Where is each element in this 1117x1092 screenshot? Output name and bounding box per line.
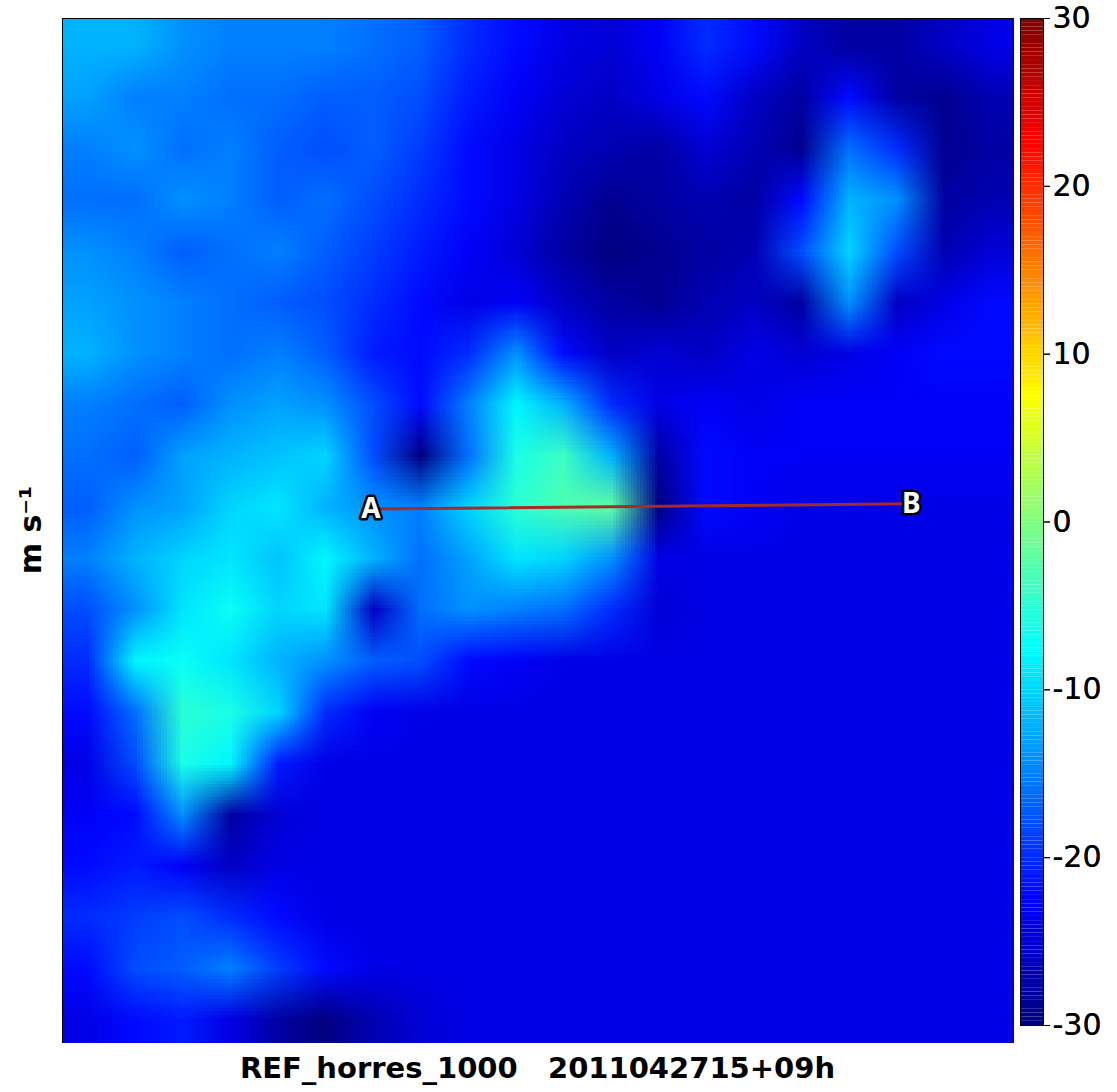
svg-text:A: A (361, 488, 381, 526)
svg-text:-30: -30 (1053, 1007, 1102, 1042)
svg-text:10: 10 (1053, 336, 1091, 371)
svg-text:-20: -20 (1053, 839, 1102, 874)
svg-text:20: 20 (1053, 168, 1091, 203)
svg-text:-30: -30 (1053, 1007, 1102, 1042)
svg-text:-10: -10 (1053, 671, 1102, 706)
svg-text:-10: -10 (1053, 671, 1102, 706)
svg-text:30: 30 (1053, 0, 1091, 35)
svg-text:B: B (902, 483, 921, 521)
svg-text:10: 10 (1053, 336, 1091, 371)
svg-text:0: 0 (1053, 504, 1072, 539)
html-text:m s⁻¹: m s⁻¹ (12, 485, 48, 575)
svg-text:-20: -20 (1053, 839, 1102, 874)
svg-text:20: 20 (1053, 168, 1091, 203)
svg-text:0: 0 (1053, 504, 1072, 539)
html-text:REF_horres_1000 2011042715+09h: REF_horres_1000 2011042715+09h (239, 1051, 836, 1085)
svg-text:30: 30 (1053, 0, 1091, 35)
